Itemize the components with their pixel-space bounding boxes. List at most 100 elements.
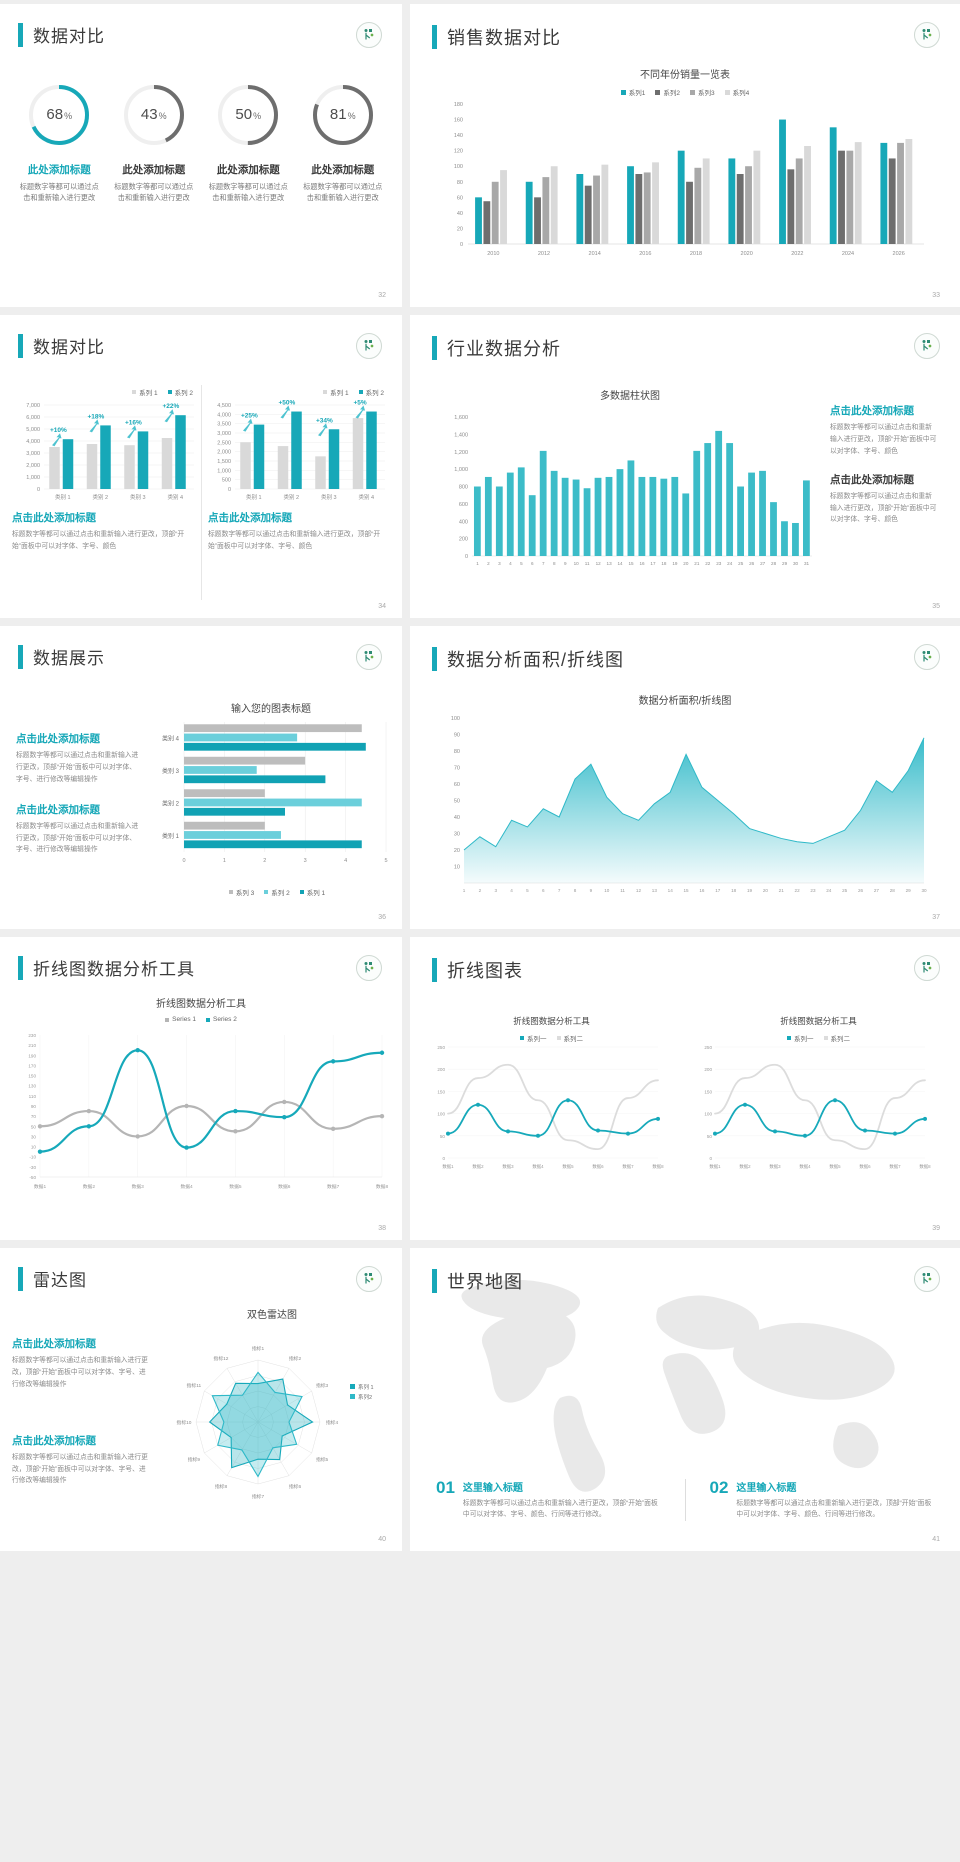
svg-text:2: 2 (263, 858, 266, 864)
svg-text:4,500: 4,500 (217, 403, 231, 409)
svg-text:数据1: 数据1 (709, 1163, 721, 1170)
title-accent-bar (432, 958, 437, 982)
svg-text:2: 2 (487, 561, 490, 566)
svg-text:40: 40 (454, 815, 460, 821)
svg-text:3: 3 (494, 888, 497, 893)
svg-text:指标3: 指标3 (316, 1382, 329, 1389)
company-logo-icon (356, 955, 382, 981)
svg-text:120: 120 (454, 149, 463, 155)
legend-item: 系列 1 (323, 387, 349, 397)
donut-group: 68% 此处添加标题 标题数字等都可以通过点击和重新输入进行更改 43% 此处添加标题标… (14, 82, 388, 204)
donut-value: 81% (329, 106, 356, 123)
svg-text:6: 6 (531, 561, 534, 566)
caption-body: 标题数字等都可以通过点击和重新输入进行更改，顶部“开始”面板中可以对字体、字号、… (830, 492, 937, 524)
title-accent-bar (432, 647, 437, 671)
slide-36[interactable]: 数据展示 点击此处添加标题 标题数字等都可以通过点击和重新输入进行更改，顶部“开始… (0, 626, 402, 929)
slide-40[interactable]: 雷达图 点击此处添加标题 标题数字等都可以通过点击和重新输入进行更改，顶部“开始”… (0, 1248, 402, 1551)
svg-text:0: 0 (709, 1156, 712, 1161)
svg-text:30: 30 (921, 888, 927, 893)
svg-text:50: 50 (707, 1134, 713, 1139)
svg-text:1: 1 (223, 858, 226, 864)
legend-label: 系列 1 (306, 890, 326, 897)
caption-body: 标题数字等都可以通过点击和重新输入进行更改，顶部“开始”面板中可以对字体、字号、… (12, 531, 185, 550)
svg-text:0: 0 (460, 242, 463, 248)
caption-body: 标题数字等都可以通过点击和重新输入进行更改，顶部“开始”面板中可以对字体、字号、… (208, 531, 381, 550)
svg-text:4,000: 4,000 (26, 439, 40, 445)
caption-body: 标题数字等都可以通过点击和重新输入进行更改，顶部“开始”面板中可以对字体、字号、… (830, 424, 937, 455)
svg-text:210: 210 (28, 1043, 36, 1048)
slide-38[interactable]: 折线图数据分析工具 折线图数据分析工具 Series 1 Series 2 230… (0, 937, 402, 1240)
legend-item: 系列 2 (264, 887, 290, 897)
svg-text:+22%: +22% (163, 403, 180, 410)
page-title: 折线图数据分析工具 (33, 960, 195, 979)
svg-text:数据4: 数据4 (532, 1163, 544, 1170)
svg-text:-10: -10 (29, 1155, 36, 1160)
donut-ring: 81% (310, 82, 376, 148)
line-chart-panel: 折线图数据分析工具 系列一 系列二 0 50 100 150 200 250 数据1 数据2 数据3 数… (693, 1015, 944, 1183)
svg-text:17: 17 (715, 888, 721, 893)
legend-item: 系列2 (655, 87, 680, 97)
svg-text:3: 3 (304, 858, 307, 864)
legend-item: 系列3 (690, 87, 715, 97)
svg-text:11: 11 (585, 561, 590, 566)
slide-33[interactable]: 销售数据对比 不同年份销量一览表 系列1 系列2 系列3 系列4 0 20 40 60 80 1… (410, 4, 960, 307)
legend-label: 系列 2 (174, 390, 193, 397)
svg-text:类别 2: 类别 2 (162, 799, 180, 807)
legend-label: 系列一 (527, 1036, 547, 1043)
legend-swatch (228, 890, 233, 894)
chart-title: 折线图数据分析工具 (780, 1016, 857, 1026)
slide-39[interactable]: 折线图表 折线图数据分析工具 系列一 系列二 0 50 100 150 200 250 数据1 数据… (410, 937, 960, 1240)
legend-swatch (358, 390, 363, 394)
svg-text:+25%: +25% (241, 413, 258, 420)
svg-text:18: 18 (661, 561, 667, 566)
svg-text:100: 100 (451, 716, 460, 722)
slide-37[interactable]: 数据分析面积/折线图 数据分析面积/折线图 10 20 30 40 50 60 70 80 90… (410, 626, 960, 929)
svg-text:数据8: 数据8 (919, 1163, 931, 1170)
svg-text:数据7: 数据7 (622, 1163, 634, 1170)
svg-text:80: 80 (454, 749, 460, 755)
company-logo-icon (356, 333, 382, 359)
legend-item: 系列 2 (358, 387, 384, 397)
svg-text:23: 23 (716, 561, 722, 566)
legend-swatch (132, 390, 137, 394)
legend-label: Series 1 (172, 1016, 196, 1023)
svg-text:数据8: 数据8 (376, 1183, 389, 1190)
svg-text:4: 4 (344, 858, 347, 864)
donut-title: 此处添加标题 (122, 164, 186, 176)
company-logo-icon (914, 22, 940, 48)
slide-32[interactable]: 数据对比 68% 此处添加标题 标题数字等都可以通过点击和重新输入进行更改 43% 此处… (0, 4, 402, 307)
svg-text:17: 17 (650, 561, 656, 566)
growth-bar-charts: 系列 1 系列 2 0 1,000 2,000 3,000 4,000 5,000 6,000 7… (10, 381, 392, 512)
svg-text:400: 400 (459, 519, 468, 525)
svg-text:500: 500 (222, 478, 231, 484)
donut-description: 标题数字等都可以通过点击和重新输入进行更改 (19, 182, 99, 202)
legend-label: 系列 2 (271, 890, 290, 897)
chart-legend: 系列一 系列二 (693, 1033, 944, 1043)
svg-text:类别 4: 类别 4 (358, 493, 374, 501)
multi-bar-chart: 0 200 400 600 800 1,000 1,200 1,400 1,600 1 2 3 4 5 6 7… (440, 411, 820, 576)
svg-text:7: 7 (558, 888, 561, 893)
slide-41[interactable]: 世界地图 01 这里输入标题 标题数字等都可以通过点击和重新输入进行更改，顶部“开始… (410, 1248, 960, 1551)
svg-text:指标2: 指标2 (289, 1355, 302, 1362)
callout-number: 02 (709, 1477, 729, 1497)
legend-swatch (167, 390, 172, 394)
title-accent-bar (432, 25, 437, 49)
caption-block: 点击此处添加标题 标题数字等都可以通过点击和重新输入进行更改，顶部“开始”面板中可… (12, 1308, 152, 1391)
svg-text:30: 30 (31, 1134, 37, 1139)
svg-text:70: 70 (31, 1114, 37, 1119)
donut-title: 此处添加标题 (216, 164, 280, 176)
slide-35[interactable]: 行业数据分析 多数据柱状图 0 200 400 600 800 1,000 1,200 1,4… (410, 315, 960, 618)
legend-swatch (520, 1036, 524, 1040)
donut-item: 43% 此处添加标题 标题数字等都可以通过点击和重新输入进行更改 (109, 82, 200, 204)
svg-text:1,000: 1,000 (217, 468, 231, 474)
legend-item: 系列 2 (167, 387, 193, 397)
svg-text:20: 20 (763, 888, 769, 893)
legend-swatch (299, 890, 304, 894)
svg-text:25: 25 (738, 561, 744, 566)
legend-swatch (206, 1017, 210, 1022)
callout-heading: 这里输入标题 (462, 1482, 523, 1494)
slide-34[interactable]: 数据对比 系列 1 系列 2 0 1,000 2,000 3,000 4,000 5,000 6… (0, 315, 402, 618)
legend-swatch (724, 89, 730, 95)
callout-heading: 这里输入标题 (736, 1482, 797, 1494)
legend-swatch (620, 89, 626, 95)
